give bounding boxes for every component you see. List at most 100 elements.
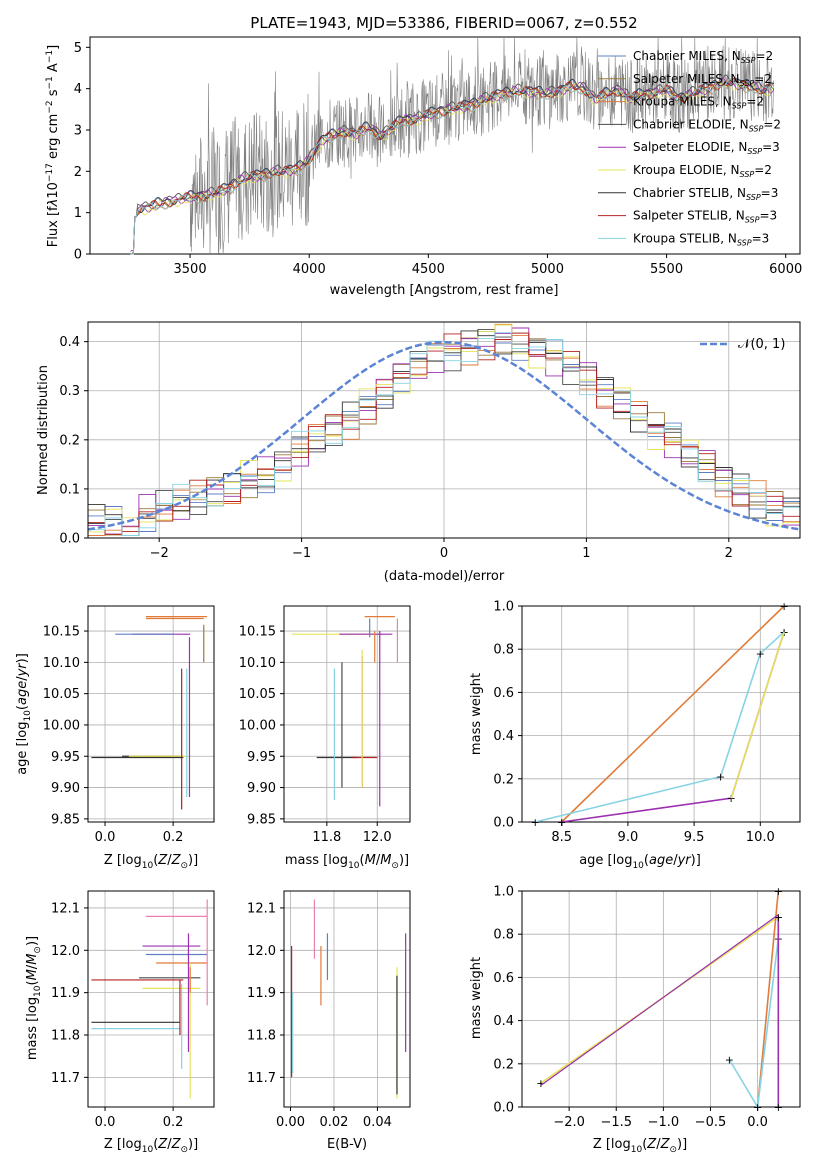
- spec-ytick-label: 1: [74, 206, 82, 221]
- model-spectrum-8: [130, 78, 774, 255]
- p-mwAge-xtick-label: 9.0: [618, 830, 639, 845]
- legend-label-2: Kroupa MILES, NSSP=2: [633, 95, 764, 111]
- mwAge-marker: +: [531, 816, 540, 829]
- mwAge-line-2: [561, 631, 785, 823]
- legend-label-7: Salpeter STELIB, NSSP=3: [633, 209, 777, 225]
- hist-xtick-label: 2: [725, 546, 733, 561]
- spectrum-ylabel: Flux [fλ10−17 erg cm−2 s−1 A−1]: [45, 45, 61, 247]
- p-massZ-ytick-label: 12.0: [51, 944, 80, 959]
- p-ageZ-ytick-label: 10.10: [43, 656, 80, 671]
- model-spectrum-5: [130, 81, 775, 255]
- p-mwAge-xtick-label: 9.5: [684, 830, 705, 845]
- model-spectrum-6: [130, 78, 774, 255]
- residual-histograms: [87, 323, 801, 536]
- p-ageZ-ytick-label: 9.90: [51, 781, 80, 796]
- mwAge-marker: +: [780, 600, 789, 613]
- p-massZ-ytick-label: 11.8: [51, 1029, 80, 1044]
- p-ageZ-xtick-label: 0.0: [95, 830, 116, 845]
- p-ageZ-ytick-label: 10.05: [43, 687, 80, 702]
- p-mwAge-ytick-label: 0.6: [493, 686, 514, 701]
- p-ageZ-ytick-label: 9.95: [51, 750, 80, 765]
- legend-label-5: Kroupa ELODIE, NSSP=2: [633, 163, 772, 179]
- hist-ytick-label: 0.2: [59, 433, 80, 448]
- mwZ-line-2: [728, 938, 780, 1110]
- p-massZ-ytick-label: 11.7: [51, 1071, 80, 1086]
- hist-ytick-label: 0.0: [59, 532, 80, 547]
- mwZ-line-1: [756, 890, 780, 1108]
- p-massE-ytick-label: 12.1: [247, 901, 276, 916]
- residual-panel: −2 −1 0 1 2 0.0 0.1 0.2 0.3 0.4 (data-model)/erro…: [36, 321, 801, 584]
- p-mwAge-ytick-label: 0.2: [493, 772, 514, 787]
- massZ-xlabel: Z [log10(Z/Z⊙)]: [104, 1137, 198, 1155]
- age-vs-mass-panel: 11.8 12.0 9.85 9.90 9.95 10.00 10.05 10.10 10.15: [239, 605, 411, 845]
- p-mwAge-xtick-label: 10.0: [746, 830, 775, 845]
- mwZ-marker: +: [725, 1053, 734, 1066]
- p-massE-xtick-label: 0.02: [319, 1115, 348, 1130]
- spectrum-legend: Chabrier MILES, NSSP=2 Salpeter MILES, NS…: [598, 49, 781, 247]
- residual-xlabel: (data-model)/error: [384, 569, 505, 584]
- p-ageM-ytick-label: 10.05: [239, 687, 276, 702]
- p-ageM-xtick-label: 11.8: [312, 830, 341, 845]
- mwAge-line-1: [535, 631, 785, 823]
- legend-label-6: Chabrier STELIB, NSSP=3: [633, 186, 778, 202]
- p-ageM-ytick-label: 10.00: [239, 718, 276, 733]
- residual-legend: 𝒩(0, 1): [700, 337, 785, 352]
- p-massZ-xtick-label: 0.2: [163, 1115, 184, 1130]
- p-massE-ytick-label: 11.9: [247, 986, 276, 1001]
- p-mwZ-ytick-label: 1.0: [493, 885, 514, 900]
- p-massE-xtick-label: 0.00: [276, 1115, 305, 1130]
- p-mwAge-ytick-label: 0.4: [493, 729, 514, 744]
- mass-weight-vs-Z-panel: −2.0 −1.5 −1.0 −0.5 0.0 0.0 0.2 0.4 0.6 0.8 1.0 + + +…: [493, 885, 801, 1130]
- spec-xtick-label: 5500: [650, 262, 683, 277]
- spec-ytick-label: 3: [74, 124, 82, 139]
- spec-xtick-label: 4500: [412, 262, 445, 277]
- p-massE-xtick-label: 0.04: [363, 1115, 392, 1130]
- p-mwAge-frame: [521, 605, 801, 823]
- age-vs-Z-panel: 0.0 0.2 9.85 9.90 9.95 10.00 10.05 10.10 10.15: [43, 605, 215, 845]
- legend-label-0: Chabrier MILES, NSSP=2: [633, 49, 773, 65]
- mwZ-line-purple: [540, 914, 779, 1086]
- hist-xtick-label: 0: [440, 546, 448, 561]
- p-mwAge-ytick-label: 1.0: [493, 600, 514, 615]
- mwAge-marker: +: [557, 816, 566, 829]
- mwAge-line-0: [561, 605, 785, 823]
- ageZ-xlabel: Z [log10(Z/Z⊙)]: [104, 853, 198, 871]
- legend-label-8: Kroupa STELIB, NSSP=3: [633, 231, 769, 247]
- spec-ytick-label: 5: [74, 41, 82, 56]
- p-mwAge-ytick-label: 0.8: [493, 643, 514, 658]
- p-mwZ-xtick-label: −1.0: [648, 1115, 680, 1130]
- legend-label-1: Salpeter MILES, NSSP=2: [633, 72, 772, 88]
- figure-title: PLATE=1943, MJD=53386, FIBERID=0067, z=0…: [250, 14, 637, 32]
- p-massE-frame: [283, 890, 411, 1108]
- p-massZ-frame: [87, 890, 215, 1108]
- mwAge-ylabel: mass weight: [469, 673, 484, 755]
- mwZ-marker: +: [774, 911, 783, 924]
- p-mwZ-ytick-label: 0.2: [493, 1057, 514, 1072]
- p-mwZ-frame: [521, 890, 801, 1108]
- spec-xtick-label: 5000: [531, 262, 564, 277]
- mwZ-xlabel: Z [log10(Z/Z⊙)]: [593, 1137, 687, 1155]
- mwZ-marker: +: [774, 885, 783, 898]
- p-ageM-ytick-label: 9.90: [247, 781, 276, 796]
- legend-label-4: Salpeter ELODIE, NSSP=3: [633, 140, 780, 156]
- hist-xtick-label: −1: [292, 546, 311, 561]
- p-mwZ-ytick-label: 0.6: [493, 971, 514, 986]
- mass-weight-vs-age-panel: 8.5 9.0 9.5 10.00.00.20.40.60.81.0+++++++++: [493, 600, 801, 845]
- mwAge-marker: +: [557, 816, 566, 829]
- mwAge-marker: +: [716, 771, 725, 784]
- p-mwZ-xtick-label: −0.5: [695, 1115, 727, 1130]
- hist-ytick-label: 0.1: [59, 482, 80, 497]
- spectrum-panel: 3500 4000 4500 5000 5500 6000 0 1 2 3 4 5 wavelengt…: [45, 36, 802, 298]
- mwZ-ylabel: mass weight: [469, 957, 484, 1039]
- spec-xtick-label: 3500: [174, 262, 207, 277]
- ageM-xlabel: mass [log10(M/M⊙)]: [285, 853, 409, 871]
- spec-ytick-label: 0: [74, 248, 82, 263]
- mwAge-marker: +: [756, 648, 765, 661]
- legend-label-3: Chabrier ELODIE, NSSP=2: [633, 117, 781, 133]
- p-ageM-frame: [283, 605, 411, 823]
- spectrum-frame: [89, 36, 801, 255]
- hist-xtick-label: 1: [582, 546, 590, 561]
- mwZ-marker: +: [536, 1077, 545, 1090]
- p-ageZ-ytick-label: 10.15: [43, 625, 80, 640]
